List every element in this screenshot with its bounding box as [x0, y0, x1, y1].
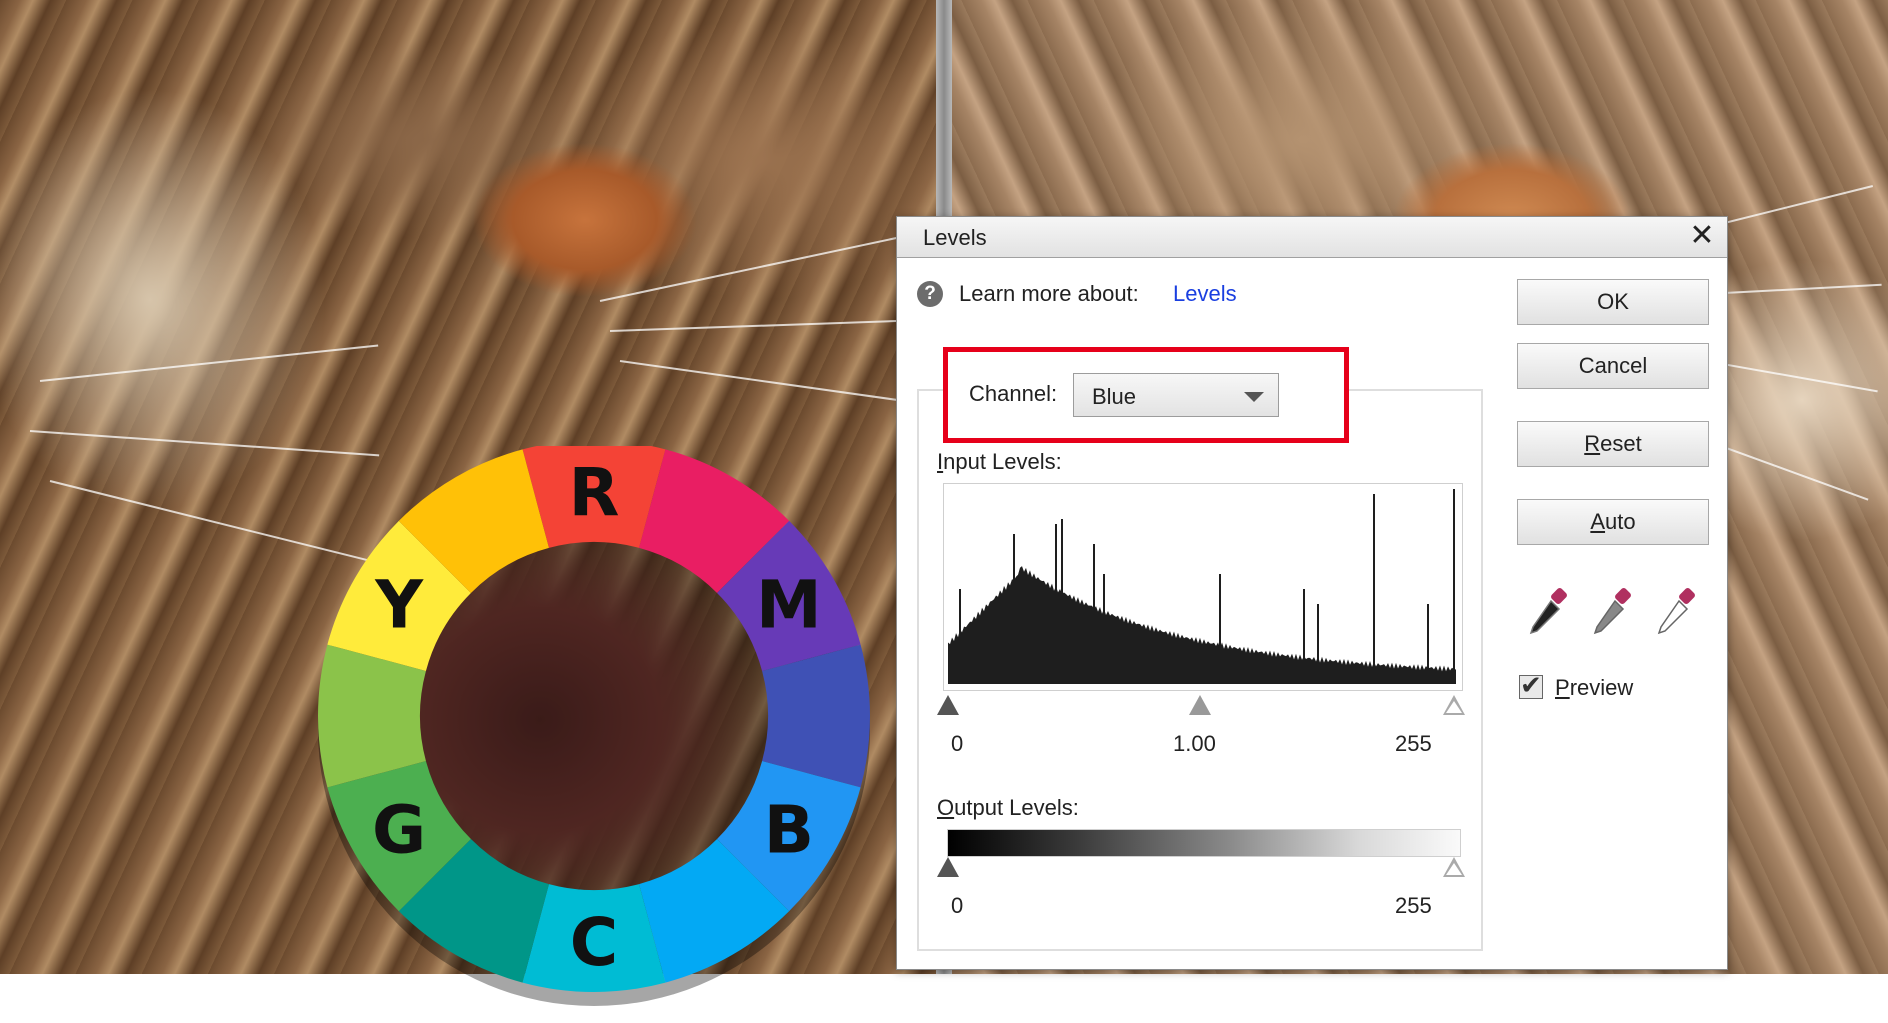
- wheel-letter-m: M: [756, 567, 822, 644]
- chevron-down-icon: [1244, 392, 1264, 402]
- wheel-segment: [762, 644, 870, 788]
- wheel-segment: [639, 839, 790, 983]
- input-white-value: 255: [1395, 731, 1432, 756]
- wheel-segment: [398, 449, 549, 593]
- dialog-title: Levels: [923, 225, 987, 250]
- wheel-segment: [327, 761, 471, 912]
- preview-checkbox[interactable]: ✔: [1519, 670, 1543, 700]
- channel-label: Channel:: [969, 381, 1058, 406]
- wheel-letter-g: G: [372, 792, 426, 869]
- output-black-slider[interactable]: [937, 857, 959, 877]
- wheel-segment: [522, 446, 666, 548]
- ok-button[interactable]: OK: [1517, 279, 1709, 325]
- levels-dialog: Levels ✕ ? Learn more about: Levels Chan…: [896, 216, 1728, 970]
- input-gamma-value: 1.00: [1173, 731, 1216, 756]
- output-black-value: 0: [951, 893, 964, 918]
- wheel-segment: [639, 449, 790, 593]
- gray-eyedropper-icon[interactable]: [1589, 587, 1635, 637]
- output-white-value: 255: [1395, 893, 1432, 918]
- cancel-button[interactable]: Cancel: [1517, 343, 1709, 389]
- color-wheel: R M B C G Y: [316, 446, 872, 1012]
- histogram-area: [948, 566, 1456, 684]
- preview-label[interactable]: Preview: [1555, 675, 1634, 700]
- output-levels-label: Output Levels:: [937, 795, 1079, 820]
- input-white-slider-fill: [1446, 701, 1462, 713]
- dialog-titlebar[interactable]: Levels ✕: [897, 217, 1727, 258]
- wheel-segment: [398, 839, 549, 983]
- wheel-segment: [318, 644, 426, 788]
- wheel-segment: [717, 520, 861, 671]
- help-icon[interactable]: ?: [917, 281, 943, 307]
- black-eyedropper-icon[interactable]: [1525, 587, 1571, 637]
- wheel-letter-y: Y: [374, 567, 424, 644]
- output-white-slider-fill: [1446, 863, 1462, 875]
- channel-select-value: Blue: [1092, 384, 1137, 409]
- input-gamma-slider[interactable]: [1189, 695, 1211, 715]
- learn-more-link[interactable]: Levels: [1173, 281, 1237, 306]
- white-eyedropper-icon[interactable]: [1653, 587, 1699, 637]
- wheel-letter-r: R: [569, 454, 620, 531]
- wheel-segment: [522, 884, 666, 992]
- auto-button[interactable]: Auto: [1517, 499, 1709, 545]
- wheel-letter-c: C: [570, 904, 618, 981]
- input-black-slider[interactable]: [937, 695, 959, 715]
- histogram: [943, 483, 1463, 691]
- channel-select[interactable]: Blue: [1073, 373, 1279, 417]
- close-icon[interactable]: ✕: [1689, 219, 1715, 252]
- reset-button[interactable]: Reset: [1517, 421, 1709, 467]
- output-gradient: [947, 829, 1461, 857]
- learn-more-label: Learn more about:: [959, 281, 1139, 306]
- input-black-value: 0: [951, 731, 964, 756]
- wheel-segment: [327, 520, 471, 671]
- input-levels-label: Input Levels:: [937, 449, 1062, 474]
- wheel-letter-b: B: [764, 792, 814, 869]
- wheel-segment: [717, 761, 861, 912]
- checkmark-icon: ✔: [1520, 670, 1542, 700]
